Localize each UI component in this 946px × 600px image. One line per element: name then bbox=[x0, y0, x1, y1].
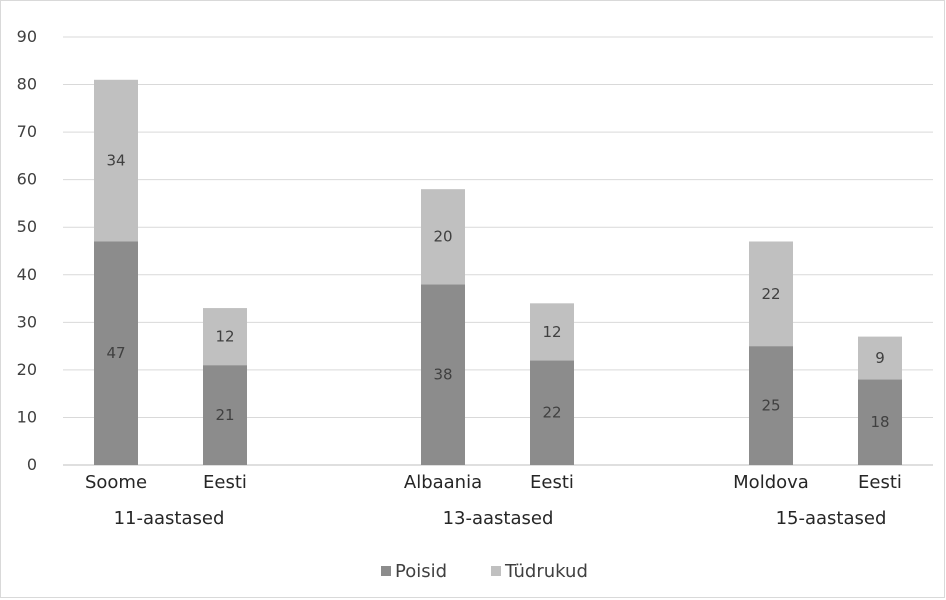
y-tick-label: 70 bbox=[17, 122, 37, 141]
bar-poisid-0 bbox=[94, 241, 138, 465]
y-tick-label: 20 bbox=[17, 360, 37, 379]
bar-poisid-2 bbox=[421, 284, 465, 465]
category-label: Eesti bbox=[530, 472, 574, 493]
y-tick-label: 80 bbox=[17, 75, 37, 94]
data-label: 9 bbox=[875, 349, 885, 367]
y-tick-label: 90 bbox=[17, 27, 37, 46]
y-tick-label: 30 bbox=[17, 312, 37, 331]
data-label: 20 bbox=[433, 228, 452, 246]
data-label: 12 bbox=[542, 323, 561, 341]
bar-tüdrukud-3 bbox=[530, 303, 574, 361]
bar-tüdrukud-1 bbox=[203, 308, 247, 366]
data-label: 47 bbox=[106, 344, 125, 362]
data-label: 21 bbox=[215, 406, 234, 424]
bar-tüdrukud-2 bbox=[421, 189, 465, 285]
y-tick-label: 0 bbox=[27, 455, 37, 474]
bar-poisid-3 bbox=[530, 360, 574, 465]
data-label: 34 bbox=[106, 152, 125, 170]
bar-poisid-5 bbox=[858, 379, 902, 465]
legend-label-tüdrukud: Tüdrukud bbox=[504, 561, 588, 582]
group-label: 11-aastased bbox=[114, 508, 225, 529]
category-label: Eesti bbox=[203, 472, 247, 493]
legend-swatch-tüdrukud bbox=[491, 566, 501, 576]
legend-swatch-poisid bbox=[381, 566, 391, 576]
group-label: 15-aastased bbox=[776, 508, 887, 529]
data-label: 38 bbox=[433, 366, 452, 384]
data-label: 12 bbox=[215, 328, 234, 346]
data-label: 22 bbox=[761, 285, 780, 303]
bar-tüdrukud-5 bbox=[858, 336, 902, 380]
bar-poisid-4 bbox=[749, 346, 793, 465]
group-label: 13-aastased bbox=[443, 508, 554, 529]
bar-tüdrukud-4 bbox=[749, 241, 793, 347]
data-label: 25 bbox=[761, 397, 780, 415]
category-label: Moldova bbox=[733, 472, 809, 493]
bar-poisid-1 bbox=[203, 365, 247, 465]
category-label: Albaania bbox=[404, 472, 482, 493]
category-label: Soome bbox=[85, 472, 147, 493]
data-label: 18 bbox=[870, 413, 889, 431]
y-tick-label: 50 bbox=[17, 217, 37, 236]
data-label: 22 bbox=[542, 404, 561, 422]
y-tick-label: 60 bbox=[17, 170, 37, 189]
legend-label-poisid: Poisid bbox=[395, 561, 447, 582]
category-label: Eesti bbox=[858, 472, 902, 493]
bar-tüdrukud-0 bbox=[94, 79, 138, 242]
y-tick-label: 40 bbox=[17, 265, 37, 284]
y-tick-label: 10 bbox=[17, 407, 37, 426]
